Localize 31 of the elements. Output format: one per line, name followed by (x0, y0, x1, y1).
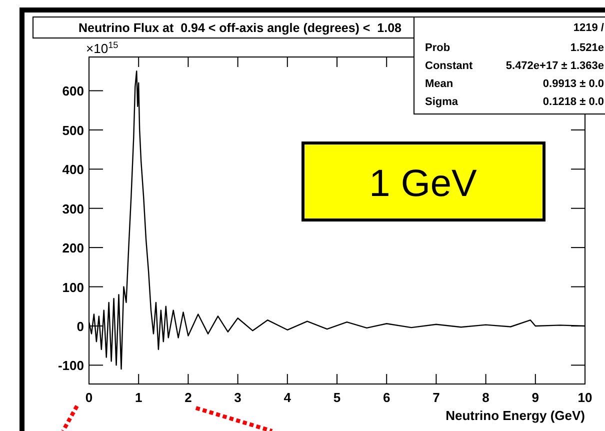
y-tick-label: 300 (62, 201, 84, 216)
x-tick-label: 9 (532, 390, 540, 405)
chart-title: Neutrino Flux at 0.94 < off-axis angle (degrees) < 1.08 (78, 21, 402, 35)
x-axis-title: Neutrino Energy (GeV) (446, 408, 585, 423)
y-tick-label: 600 (62, 84, 84, 99)
x-tick-label: 5 (333, 390, 341, 405)
x-tick-label: 10 (578, 390, 592, 405)
annotation: Constant (425, 60, 473, 72)
y-tick-label: 100 (62, 280, 84, 295)
annotation: Mean (425, 78, 454, 90)
x-tick-label: 8 (482, 390, 490, 405)
y-tick-label: 500 (62, 122, 84, 138)
x-tick-label: 7 (432, 390, 440, 405)
annotation: 1 GeV (369, 163, 478, 205)
y-axis-title: ×10$^{15}$ (86, 40, 118, 56)
x-tick-label: 2 (184, 390, 192, 405)
annotation: 5.472e+17 ± 1.363e (506, 60, 604, 72)
x-tick-label: 6 (382, 390, 390, 405)
annotation: Sigma (425, 96, 459, 108)
text: 1.521e (570, 42, 604, 54)
y-tick-label: 200 (62, 240, 84, 256)
y-tick-label: 400 (62, 162, 84, 178)
text: Prob (425, 42, 450, 54)
annotation: 0.1218 ± 0.0 (542, 96, 604, 108)
x-tick-label: 3 (234, 390, 242, 405)
x-tick-label: 4 (284, 390, 292, 405)
x-tick-label: 1 (134, 390, 142, 405)
annotation: 0.9913 ± 0.0 (542, 78, 604, 90)
text: 1219 / (573, 22, 604, 34)
y-tick-label: 0 (76, 318, 84, 334)
y-tick-label: -100 (58, 358, 84, 374)
